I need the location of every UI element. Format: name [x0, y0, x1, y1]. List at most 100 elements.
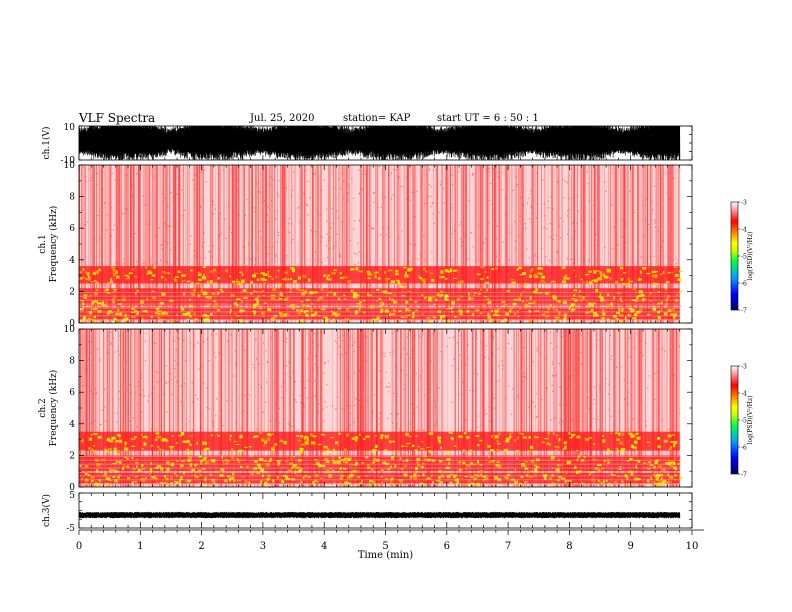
spectrogram-speckle	[235, 245, 237, 247]
spectrogram-speckle	[595, 453, 597, 455]
spectrogram-hotspot	[654, 474, 657, 478]
spectrogram-hotspot	[83, 297, 87, 299]
spectrogram-speckle	[170, 379, 172, 381]
spectrogram-speckle	[335, 408, 337, 410]
spectrogram-speckle	[581, 420, 583, 423]
spectrogram-speckle	[477, 373, 479, 375]
spectrogram-speckle	[307, 214, 309, 216]
spectrogram-hotspot	[170, 482, 174, 485]
spectrogram-speckle	[545, 357, 547, 359]
spectrogram-speckle	[407, 170, 409, 172]
spectrogram-speckle	[286, 255, 288, 257]
spectrogram-speckle	[290, 242, 292, 244]
spectrogram-speckle	[175, 349, 177, 351]
spectrogram-hotspot	[150, 271, 153, 275]
spectrogram-hotspot	[468, 297, 471, 301]
spectrogram-hotspot	[267, 433, 271, 436]
spectrogram-speckle	[556, 251, 558, 253]
spectrogram-speckle	[566, 387, 568, 390]
x-tick-label: 10	[686, 541, 699, 552]
spectrogram-hotspot	[541, 441, 546, 443]
spectrogram-speckle	[512, 189, 514, 191]
spectrogram-speckle	[88, 341, 90, 343]
spectrogram-hotspot	[479, 288, 483, 291]
spectrogram-speckle	[346, 282, 349, 285]
spectrogram-speckle	[399, 428, 401, 430]
ch2-colorbar-tick-label: -7	[741, 472, 747, 479]
spectrogram-hotspot	[170, 435, 175, 437]
spectrogram-speckle	[409, 199, 411, 201]
spectrogram-speckle	[525, 378, 528, 380]
spectrogram-hotspot	[562, 447, 566, 450]
spectrogram-speckle	[489, 183, 492, 185]
spectrogram-hotspot	[340, 466, 343, 469]
spectrogram-hotspot	[353, 464, 358, 466]
spectrogram-hotspot	[475, 435, 480, 437]
ch1-waveform-trace	[78, 125, 681, 161]
spectrogram-hotspot	[540, 279, 545, 283]
spectrogram-speckle	[390, 172, 393, 174]
spectrogram-speckle	[396, 221, 398, 223]
spectrogram-hotspot	[338, 456, 341, 459]
spectrogram-hotspot	[337, 313, 341, 316]
spectrogram-hotspot	[391, 440, 396, 443]
spectrogram-speckle	[359, 429, 361, 431]
spectrogram-speckle	[206, 406, 208, 409]
spectrogram-hotspot	[82, 316, 87, 320]
spectrogram-speckle	[670, 264, 672, 266]
spectrogram-speckle	[580, 220, 583, 222]
spectrogram-hotspot	[433, 303, 436, 306]
spectrogram-hotspot	[286, 477, 291, 480]
spectrogram-hotspot	[551, 456, 555, 459]
spectrogram-speckle	[625, 427, 627, 429]
spectrogram-hotspot	[155, 307, 160, 310]
spectrogram-speckle	[134, 391, 137, 393]
spectrogram-hotspot	[613, 314, 617, 318]
spectrogram-hotspot	[370, 467, 374, 472]
spectrogram-hotspot	[627, 277, 630, 281]
spectrogram-speckle	[295, 430, 297, 432]
spectrogram-hotspot	[460, 295, 464, 298]
spectrogram-hotspot	[562, 318, 566, 320]
spectrogram-hotspot	[115, 439, 119, 443]
spectrogram-hotspot	[626, 476, 629, 481]
spectrogram-hotspot	[233, 440, 238, 442]
spectrogram-speckle	[114, 179, 116, 181]
spectrogram-speckle	[385, 385, 388, 388]
spectrogram-hotspot	[384, 478, 389, 481]
spectrogram-speckle	[414, 216, 416, 218]
spectrogram-hotspot	[503, 318, 509, 322]
spectrogram-hotspot	[372, 448, 377, 452]
spectrogram-hotspot	[456, 480, 459, 484]
spectrogram-hotspot	[161, 292, 166, 297]
spectrogram-hotspot	[403, 465, 408, 467]
spectrogram-speckle	[235, 362, 237, 364]
spectrogram-hotspot	[169, 299, 174, 302]
spectrogram-speckle	[541, 247, 543, 250]
spectrogram-speckle	[129, 384, 131, 386]
spectrogram-hotspot	[528, 309, 531, 313]
spectrogram-hotspot	[480, 278, 484, 280]
spectrogram-speckle	[640, 256, 642, 259]
spectrogram-hotspot	[123, 465, 126, 468]
spectrogram-hotspot	[225, 460, 230, 463]
spectrogram-hotspot	[453, 277, 457, 280]
spectrogram-hotspot	[111, 298, 115, 300]
spectrogram-hotspot	[564, 316, 567, 320]
spectrogram-speckle	[358, 192, 361, 194]
spectrogram-speckle	[439, 181, 441, 183]
spectrogram-hotspot	[354, 436, 359, 440]
spectrogram-speckle	[373, 201, 375, 204]
spectrogram-hotspot	[291, 268, 296, 272]
spectrogram-speckle	[253, 207, 255, 209]
spectrogram-speckle	[611, 355, 613, 357]
spectrogram-hotspot	[444, 296, 447, 301]
spectrogram-speckle	[550, 342, 552, 344]
spectrogram-hotspot	[544, 476, 547, 480]
spectrogram-hotspot	[594, 458, 597, 461]
spectrogram-speckle	[349, 344, 351, 346]
spectrogram-hotspot	[549, 304, 553, 307]
spectrogram-hotspot	[131, 481, 134, 484]
spectrogram-hotspot	[602, 439, 606, 443]
spectrogram-hotspot	[638, 478, 642, 480]
